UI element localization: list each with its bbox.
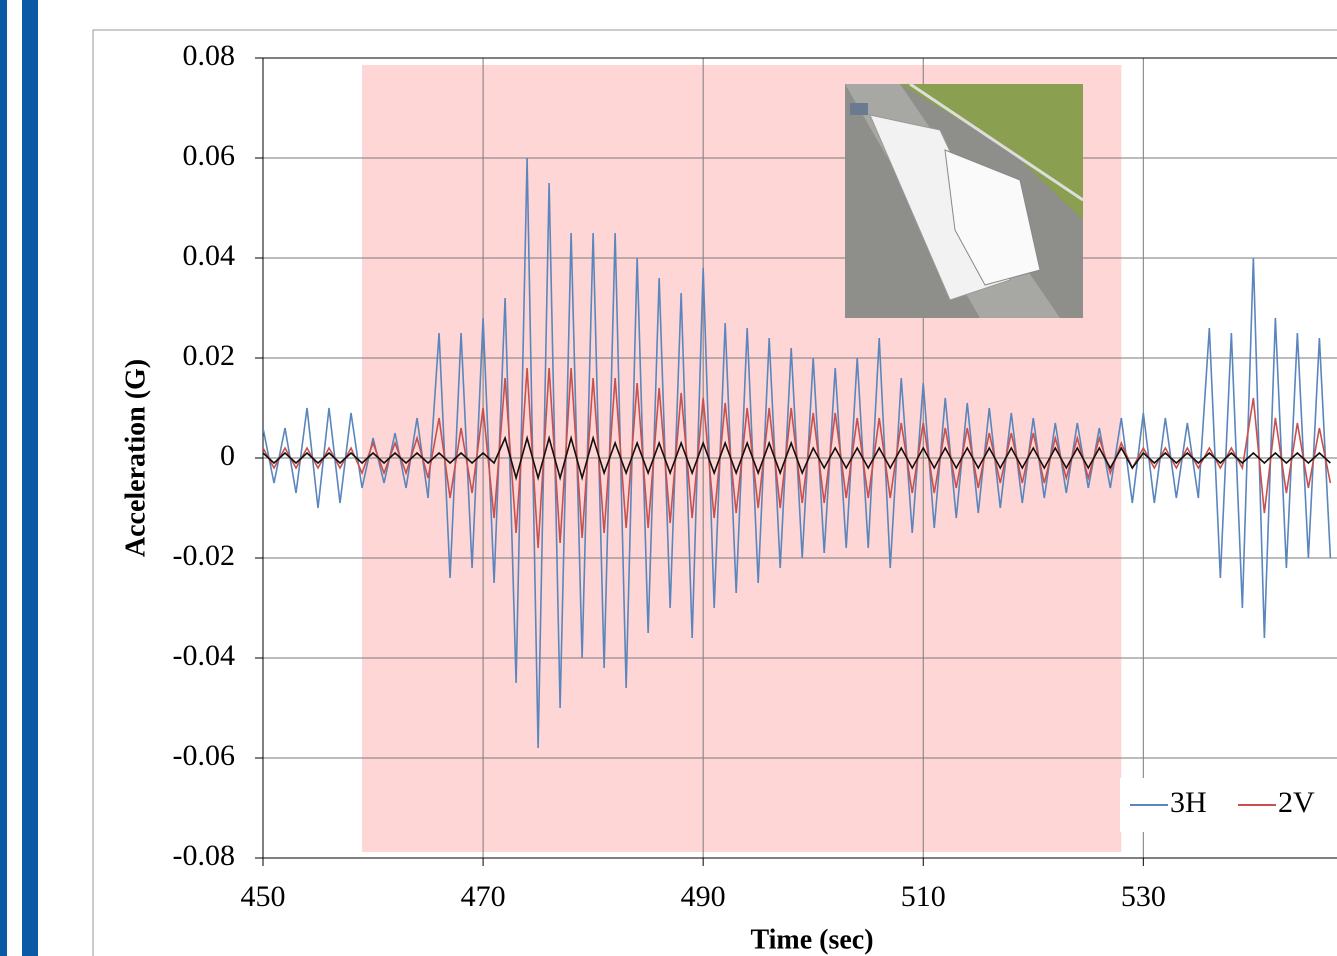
y-tick-label: -0.04 — [173, 639, 236, 672]
y-tick-label: 0.02 — [183, 339, 236, 372]
x-tick-label: 450 — [241, 880, 286, 913]
legend-label: 3H — [1170, 786, 1207, 819]
y-tick-label: 0.04 — [183, 239, 236, 272]
series-line — [263, 367, 1332, 549]
y-tick-label: -0.08 — [173, 839, 236, 872]
y-axis-title: Acceleration (G) — [120, 359, 151, 557]
y-tick-label: -0.06 — [173, 739, 236, 772]
side-bar — [22, 0, 38, 956]
legend-label: 2V — [1278, 786, 1315, 819]
y-tick-label: 0.08 — [183, 39, 236, 72]
inset-photo — [845, 82, 1084, 318]
x-tick-label: 510 — [901, 880, 946, 913]
x-tick-label: 530 — [1121, 880, 1166, 913]
x-axis-title: Time (sec) — [750, 924, 873, 955]
x-tick-label: 490 — [681, 880, 726, 913]
y-tick-label: 0.06 — [183, 139, 236, 172]
x-tick-label: 470 — [461, 880, 506, 913]
y-tick-label: -0.02 — [173, 539, 236, 572]
side-bar — [0, 0, 7, 956]
series-line — [263, 434, 1331, 482]
plot-area — [263, 157, 1332, 749]
y-tick-label: 0 — [220, 439, 235, 472]
